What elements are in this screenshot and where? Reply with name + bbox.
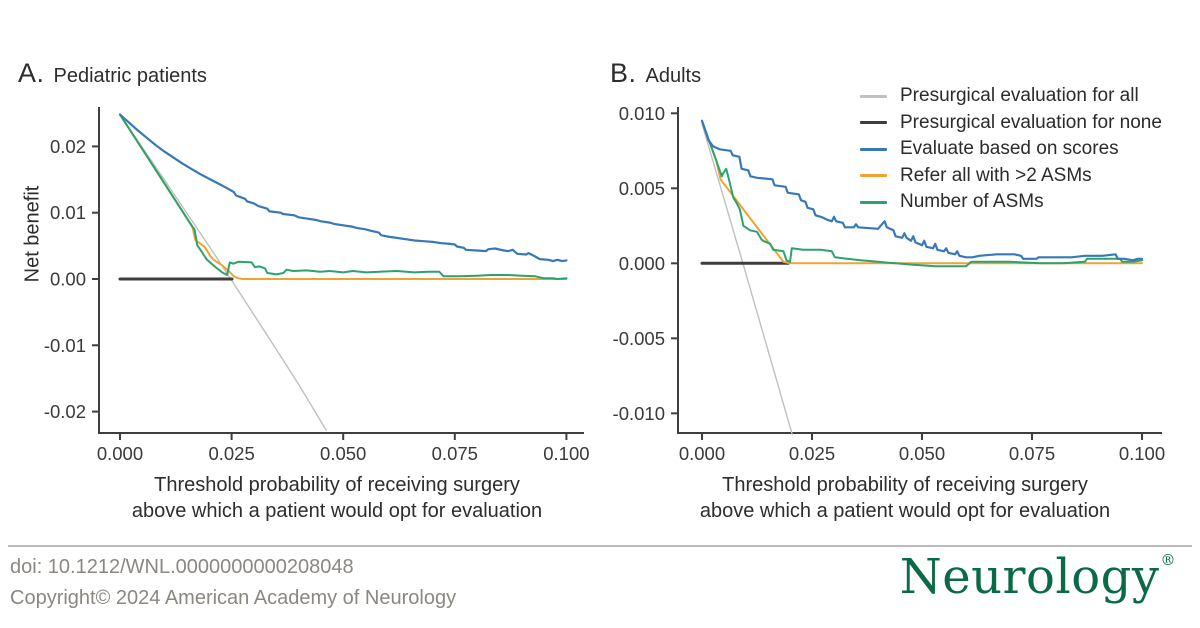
y-tick-label: 0.02	[50, 136, 86, 157]
panel-b: 0.010 0.005 0.000 -0.005 -0.010 0.000 0.025 0.0…	[613, 103, 1166, 464]
x-axis-label-line2: above which a patient would opt for eval…	[131, 500, 543, 522]
y-tick-label: -0.005	[613, 328, 665, 349]
legend-label: Number of ASMs	[900, 191, 1044, 213]
legend-swatch-evaluate-based-on-scores	[860, 147, 887, 151]
panel-b-name: Adults	[645, 65, 702, 87]
neurology-logo-text: Neurology	[899, 549, 1160, 605]
x-tick-label: 0.025	[789, 443, 835, 464]
legend-label: Refer all with >2 ASMs	[900, 164, 1092, 186]
copyright-text: Copyright© 2024 American Academy of Neur…	[10, 587, 457, 609]
y-tick-label: 0.00	[50, 268, 86, 289]
x-tick-label: 0.075	[1009, 443, 1055, 464]
legend-swatch-presurgical-evaluation-for-none	[860, 121, 887, 125]
panel-a-name: Pediatric patients	[53, 65, 207, 87]
legend-swatch-refer-all-with-2-asms	[860, 174, 887, 178]
x-tick-label: 0.000	[679, 443, 725, 464]
legend-item: Number of ASMs	[860, 191, 1162, 214]
panel-b-x-axis-label: Threshold probability of receiving surge…	[645, 472, 1165, 524]
panel-a: 0.02 0.01 0.00 -0.01 -0.02 0.000 0.025 0.050 0.0…	[44, 107, 590, 464]
panel-a-letter: A.	[18, 58, 45, 88]
legend-item: Presurgical evaluation for all	[860, 85, 1162, 108]
legend-label: Presurgical evaluation for none	[900, 111, 1162, 133]
x-tick-label: 0.050	[320, 443, 366, 464]
x-tick-label: 0.050	[899, 443, 945, 464]
legend-item: Presurgical evaluation for none	[860, 112, 1162, 135]
panel-b-letter: B.	[610, 58, 637, 88]
series-presurgical-evaluation-for-all	[119, 113, 327, 431]
x-tick-label: 0.100	[543, 443, 589, 464]
x-axis-label-line2: above which a patient would opt for eval…	[699, 500, 1111, 522]
y-tick-label: 0.000	[619, 253, 665, 274]
series-evaluate-based-on-scores	[700, 119, 1144, 262]
y-tick-label: 0.01	[50, 202, 86, 223]
legend-label: Evaluate based on scores	[900, 138, 1119, 160]
legend-swatch-presurgical-evaluation-for-all	[860, 94, 887, 98]
footer-divider	[8, 545, 1192, 547]
legend-swatch-number-of-asms	[860, 200, 887, 204]
series-number-of-asms	[701, 119, 1143, 268]
x-tick-label: 0.025	[208, 443, 254, 464]
neurology-logo: Neurology®	[900, 549, 1176, 605]
x-tick-label: 0.000	[97, 443, 143, 464]
series-number-of-asms	[119, 113, 568, 280]
y-tick-label: -0.02	[44, 401, 86, 422]
y-tick-label: -0.010	[613, 403, 665, 424]
y-tick-label: -0.01	[44, 335, 86, 356]
panel-b-title: B. Adults	[610, 58, 701, 89]
series-evaluate-based-on-scores	[118, 113, 568, 263]
doi-text: doi: 10.1212/WNL.0000000000208048	[10, 556, 354, 578]
panel-a-title: A. Pediatric patients	[18, 58, 207, 89]
legend-item: Evaluate based on scores	[860, 138, 1162, 161]
y-tick-label: 0.005	[619, 178, 665, 199]
legend-label: Presurgical evaluation for all	[900, 85, 1139, 107]
decision-curve-chart: 0.020.010.00-0.01-0.020.000 0.025 0.050 0.0…	[44, 103, 1166, 464]
panel-a-x-axis-label: Threshold probability of receiving surge…	[77, 472, 597, 524]
x-tick-label: 0.075	[432, 443, 478, 464]
legend: Presurgical evaluation for all Presurgica…	[860, 85, 1162, 214]
y-axis-label: Net benefit	[21, 185, 44, 283]
x-tick-label: 0.100	[1119, 443, 1165, 464]
legend-item: Refer all with >2 ASMs	[860, 165, 1162, 188]
registered-trademark-icon: ®	[1160, 551, 1176, 569]
x-axis-label-line1: Threshold probability of receiving surge…	[154, 474, 520, 496]
y-tick-label: 0.010	[619, 103, 665, 124]
x-axis-label-line1: Threshold probability of receiving surge…	[722, 474, 1088, 496]
series-refer-all-with-2-asms	[119, 113, 568, 280]
